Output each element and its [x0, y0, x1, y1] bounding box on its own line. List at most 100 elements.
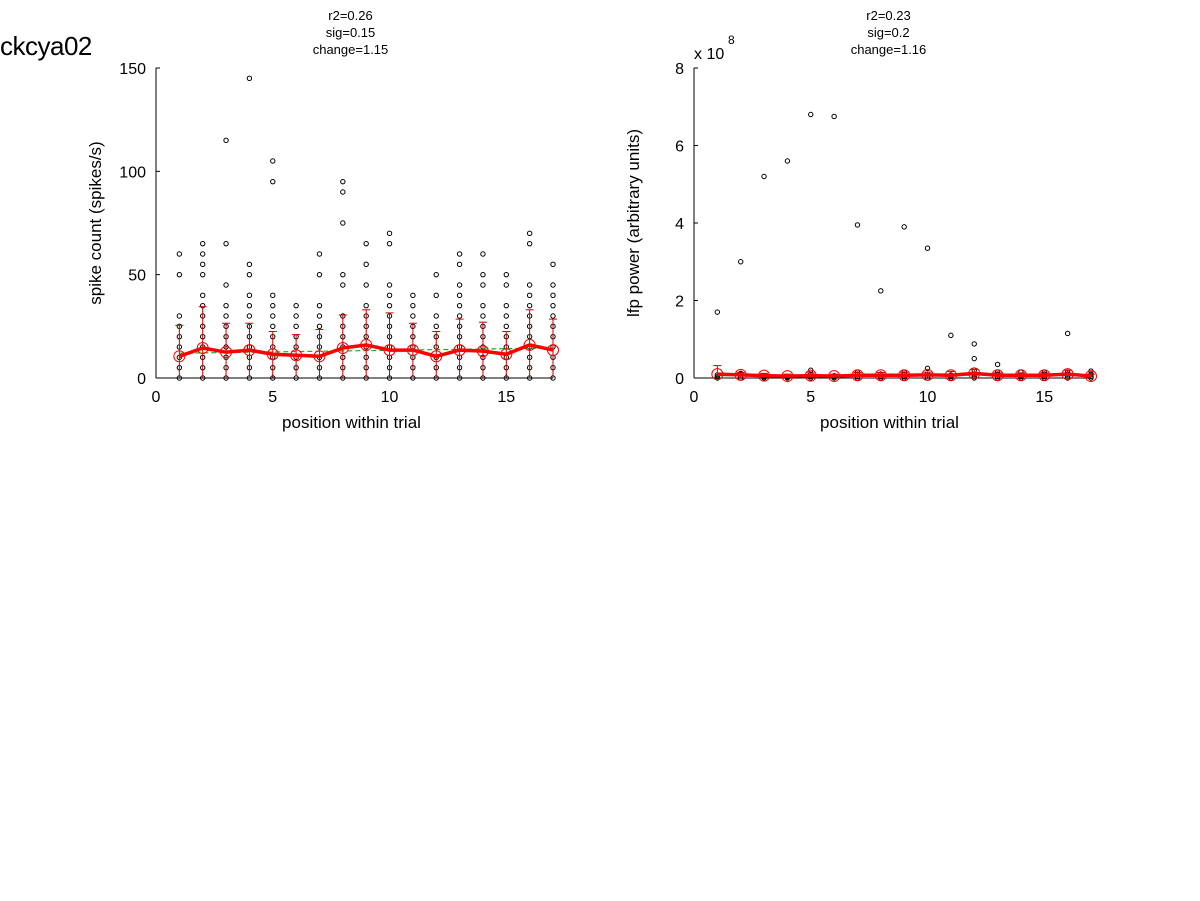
- mean-marker: [828, 370, 841, 383]
- mean-marker: [266, 348, 279, 361]
- data-point: [456, 302, 463, 309]
- mean-marker: [243, 344, 256, 357]
- data-point: [363, 302, 369, 309]
- data-point: [293, 323, 299, 330]
- data-point: [410, 292, 416, 299]
- y-tick-label: 0: [137, 371, 146, 388]
- data-point: [223, 313, 229, 319]
- data-point: [340, 189, 346, 195]
- data-point: [410, 302, 416, 309]
- data-point: [200, 271, 206, 278]
- mean-marker: [991, 369, 1004, 382]
- data-point: [456, 313, 463, 319]
- data-point: [503, 313, 509, 319]
- data-point: [270, 313, 276, 319]
- data-point: [1064, 330, 1071, 337]
- mean-marker: [1038, 369, 1051, 382]
- data-point: [433, 292, 439, 299]
- mean-marker: [711, 368, 724, 381]
- x-tick-label: 15: [497, 389, 515, 406]
- mean-marker: [851, 369, 864, 382]
- data-point: [176, 251, 183, 257]
- data-point: [386, 230, 393, 237]
- data-point: [246, 75, 253, 82]
- x-axis-label: position within trial: [282, 413, 421, 432]
- x-tick-label: 15: [1035, 389, 1053, 406]
- data-point: [223, 282, 229, 288]
- data-point: [878, 288, 884, 294]
- data-point: [246, 271, 253, 278]
- data-point: [386, 292, 393, 299]
- data-point: [316, 271, 323, 278]
- x-tick-label: 0: [152, 389, 161, 406]
- mean-marker: [313, 350, 326, 363]
- data-point: [456, 251, 463, 257]
- data-point: [808, 111, 814, 118]
- mean-marker: [476, 345, 489, 358]
- mean-line: [717, 371, 1092, 378]
- mean-marker: [220, 346, 233, 359]
- mean-marker: [1085, 370, 1097, 383]
- data-point: [456, 261, 463, 268]
- data-point: [340, 282, 346, 288]
- data-point: [433, 323, 439, 330]
- data-point: [246, 313, 253, 319]
- data-point: [246, 261, 253, 268]
- y-tick-label: 0: [675, 371, 684, 388]
- data-point: [761, 173, 767, 180]
- mean-marker: [898, 369, 911, 382]
- data-point: [994, 361, 1001, 368]
- stats-line: r2=0.26: [328, 8, 372, 23]
- mean-marker: [453, 344, 466, 357]
- data-point: [924, 365, 931, 372]
- data-point: [340, 178, 346, 185]
- data-point: [410, 313, 416, 319]
- data-point: [550, 302, 556, 309]
- y-axis-label: spike count (spikes/s): [86, 141, 105, 304]
- mean-marker: [500, 348, 513, 361]
- data-point: [948, 332, 954, 339]
- data-point: [316, 302, 323, 309]
- mean-marker: [874, 369, 887, 382]
- x-tick-label: 10: [381, 389, 399, 406]
- data-point: [503, 282, 509, 288]
- stats-line: sig=0.15: [326, 25, 376, 40]
- mean-marker: [804, 369, 817, 382]
- mean-marker: [360, 338, 373, 351]
- data-point: [714, 309, 721, 315]
- y-tick-label: 50: [128, 268, 146, 285]
- stats-line: r2=0.23: [866, 8, 910, 23]
- data-point: [971, 355, 977, 362]
- mean-marker: [758, 369, 771, 382]
- data-point: [270, 292, 276, 299]
- page-title: ckcya02: [0, 31, 92, 61]
- data-point: [270, 302, 276, 309]
- data-point: [456, 282, 463, 288]
- data-point: [340, 271, 346, 278]
- stats-line: change=1.15: [313, 42, 389, 57]
- stats-line: sig=0.2: [867, 25, 909, 40]
- data-point: [386, 240, 393, 247]
- data-point: [316, 313, 323, 319]
- data-point: [223, 240, 229, 247]
- data-point: [503, 323, 509, 330]
- mean-marker: [430, 350, 443, 363]
- y-tick-label: 6: [675, 139, 684, 156]
- mean-marker: [523, 338, 536, 351]
- data-point: [363, 240, 369, 247]
- data-point: [246, 292, 253, 299]
- data-point: [386, 302, 393, 309]
- x-tick-label: 0: [690, 389, 699, 406]
- data-point: [738, 259, 744, 265]
- data-point: [433, 271, 439, 278]
- data-point: [200, 240, 206, 247]
- data-point: [831, 113, 837, 120]
- mean-marker: [921, 368, 934, 381]
- data-point: [363, 282, 369, 288]
- data-point: [386, 282, 393, 288]
- data-point: [433, 313, 439, 319]
- mean-marker: [196, 342, 209, 355]
- data-point: [223, 137, 229, 144]
- mean-marker: [383, 344, 396, 357]
